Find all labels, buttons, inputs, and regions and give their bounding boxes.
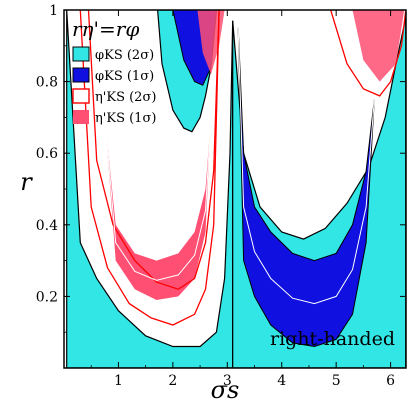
legend-label-0: φKS (2σ) xyxy=(95,48,154,63)
legend-swatch-2 xyxy=(72,88,90,104)
x-axis-title: σs xyxy=(211,376,240,404)
eta-1sigma-midline xyxy=(104,117,212,281)
x-tick-label-3: 3 xyxy=(223,373,232,389)
plot-area xyxy=(64,10,406,368)
x-tick-label-4: 4 xyxy=(277,373,286,389)
eta-1sigma-region-1 xyxy=(197,10,225,75)
legend-swatch-0 xyxy=(72,46,90,62)
y-tick-label-0.6: 0.6 xyxy=(36,146,58,162)
eta-2sigma-curve-1 xyxy=(79,10,220,326)
legend-label-2: η'KS (2σ) xyxy=(95,90,156,105)
y-tick-label-0.4: 0.4 xyxy=(36,218,58,234)
eta-1sigma-region-2 xyxy=(352,10,405,82)
plot-data-layer xyxy=(64,10,406,368)
legend-title: rη'=rφ xyxy=(72,17,139,41)
legend-label-1: φKS (1σ) xyxy=(95,69,154,84)
plot-frame-layer: 1 2 3 4 5 6 0.2 0.4 0.6 0.8 1 xyxy=(36,3,407,389)
y-tick-label-1: 1 xyxy=(49,3,58,19)
y-tick-label-0.8: 0.8 xyxy=(36,75,58,91)
eta-2sigma-curve-0 xyxy=(87,10,220,290)
x-tick-label-1: 1 xyxy=(114,373,123,389)
x-tick-label-2: 2 xyxy=(168,373,177,389)
y-tick-label-0.2: 0.2 xyxy=(36,289,58,305)
phi-1sigma-midline xyxy=(237,27,375,305)
x-tick-label-5: 5 xyxy=(332,373,341,389)
x-tick-label-6: 6 xyxy=(386,373,395,389)
legend: rη'=rφ φKS (2σ) φKS (1σ) η'KS (2σ) η'KS (1σ… xyxy=(72,17,156,126)
annotation-right-handed: right-handed xyxy=(270,328,395,350)
eta-2sigma-curve-2 xyxy=(330,10,406,97)
legend-swatch-3 xyxy=(73,110,89,124)
y-axis-title: r xyxy=(20,168,33,196)
legend-swatch-1 xyxy=(72,67,90,83)
legend-label-3: η'KS (1σ) xyxy=(95,111,156,126)
